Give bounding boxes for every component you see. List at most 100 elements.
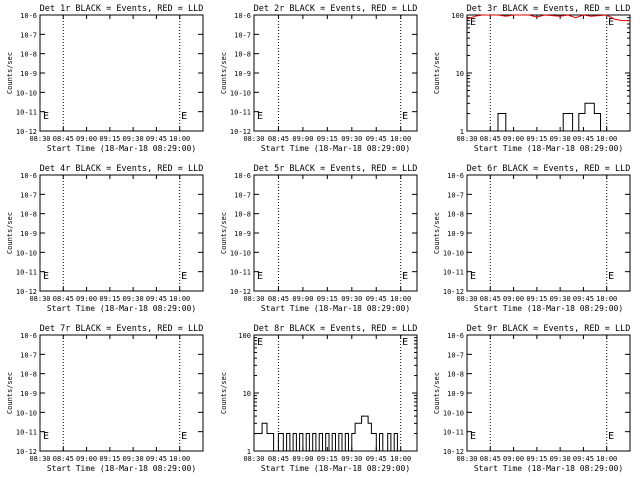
y-tick-label: 10-6 — [234, 12, 251, 20]
x-tick-label: 08:30 — [29, 455, 50, 463]
x-tick-label: 09:00 — [503, 135, 524, 143]
x-tick-label: 08:45 — [53, 295, 74, 303]
y-tick-label: 10-7 — [234, 31, 251, 39]
x-axis-label: Start Time (18-Mar-18 08:29:00) — [474, 304, 623, 313]
y-tick-label: 10-9 — [447, 390, 464, 398]
x-axis-label: Start Time (18-Mar-18 08:29:00) — [47, 144, 196, 153]
event-marker-label: E — [257, 111, 263, 122]
y-tick-label: 10-10 — [443, 249, 464, 257]
x-tick-label: 08:30 — [243, 295, 264, 303]
x-tick-label: 09:45 — [146, 455, 167, 463]
panel-title: Det 9r BLACK = Events, RED = LLD — [467, 324, 631, 334]
y-tick-label: 10-8 — [20, 51, 37, 59]
plot-frame — [39, 174, 204, 292]
y-tick-label: 10-11 — [230, 269, 251, 277]
y-axis-label: Counts/sec — [6, 52, 14, 94]
y-tick-label: 10-7 — [20, 351, 37, 359]
event-marker-label: E — [470, 271, 476, 282]
x-tick-label: 09:45 — [146, 295, 167, 303]
event-marker-label: E — [402, 337, 408, 348]
x-tick-label: 08:45 — [480, 455, 501, 463]
panel-title: Det 8r BLACK = Events, RED = LLD — [254, 324, 418, 334]
y-tick-label: 1 — [247, 448, 251, 456]
events-series — [254, 415, 398, 452]
y-tick-label: 100 — [238, 332, 251, 340]
x-tick-label: 08:30 — [456, 295, 477, 303]
y-tick-label: 10-6 — [447, 332, 464, 340]
y-tick-label: 10-12 — [230, 288, 251, 296]
y-tick-label: 100 — [451, 12, 464, 20]
panel-title: Det 6r BLACK = Events, RED = LLD — [467, 164, 631, 174]
y-tick-label: 10-10 — [230, 249, 251, 257]
event-marker-label: E — [257, 271, 263, 282]
y-tick-label: 10-6 — [20, 172, 37, 180]
x-tick-label: 09:15 — [526, 455, 547, 463]
x-tick-label: 08:45 — [268, 135, 289, 143]
x-tick-label: 09:30 — [550, 135, 571, 143]
y-tick-label: 10-7 — [234, 191, 251, 199]
x-tick-label: 09:45 — [573, 295, 594, 303]
y-tick-label: 10-11 — [443, 429, 464, 437]
event-marker-label: E — [470, 17, 476, 28]
plot-frame — [39, 334, 204, 452]
panel-title: Det 2r BLACK = Events, RED = LLD — [254, 4, 418, 14]
x-tick-label: 09:15 — [526, 295, 547, 303]
plot-frame — [39, 14, 204, 132]
x-tick-label: 09:00 — [292, 295, 313, 303]
y-tick-label: 10-6 — [20, 12, 37, 20]
y-tick-label: 10-11 — [16, 109, 37, 117]
y-tick-label: 10-11 — [16, 429, 37, 437]
detector-panel: Det 2r BLACK = Events, RED = LLD Counts/s… — [220, 4, 418, 153]
y-tick-label: 10 — [243, 390, 251, 398]
x-tick-label: 10:00 — [390, 455, 411, 463]
x-tick-label: 09:15 — [317, 455, 338, 463]
event-marker-label: E — [608, 431, 614, 442]
x-tick-label: 09:30 — [550, 455, 571, 463]
x-tick-label: 08:30 — [29, 295, 50, 303]
x-tick-label: 09:00 — [503, 455, 524, 463]
event-marker-label: E — [43, 431, 49, 442]
x-tick-label: 08:45 — [53, 455, 74, 463]
x-tick-label: 09:00 — [503, 295, 524, 303]
x-axis-label: Start Time (18-Mar-18 08:29:00) — [261, 304, 410, 313]
y-tick-label: 10-10 — [443, 409, 464, 417]
x-tick-label: 08:45 — [480, 295, 501, 303]
y-tick-label: 10-12 — [443, 448, 464, 456]
event-marker-label: E — [608, 17, 614, 28]
y-tick-label: 10-12 — [16, 128, 37, 136]
plot-frame — [466, 14, 631, 132]
y-tick-label: 10-8 — [447, 371, 464, 379]
x-tick-label: 09:15 — [526, 135, 547, 143]
y-tick-label: 10-10 — [16, 89, 37, 97]
x-tick-label: 09:00 — [292, 135, 313, 143]
y-tick-label: 10-11 — [16, 269, 37, 277]
y-tick-label: 10-12 — [443, 288, 464, 296]
x-tick-label: 08:30 — [243, 135, 264, 143]
x-tick-label: 09:30 — [550, 295, 571, 303]
x-tick-label: 09:30 — [341, 295, 362, 303]
y-tick-label: 10-12 — [16, 288, 37, 296]
x-tick-label: 09:00 — [76, 135, 97, 143]
y-tick-label: 10-6 — [447, 172, 464, 180]
event-marker-label: E — [402, 111, 408, 122]
x-tick-label: 08:30 — [243, 455, 264, 463]
x-tick-label: 09:45 — [366, 295, 387, 303]
x-tick-label: 10:00 — [169, 295, 190, 303]
y-tick-label: 10-12 — [16, 448, 37, 456]
panel-title: Det 7r BLACK = Events, RED = LLD — [40, 324, 204, 334]
x-tick-label: 09:00 — [76, 455, 97, 463]
events-series — [490, 102, 630, 132]
detector-panel: Det 8r BLACK = Events, RED = LLD Counts/s… — [220, 324, 418, 473]
event-marker-label: E — [402, 271, 408, 282]
x-tick-label: 08:30 — [29, 135, 50, 143]
event-marker-label: E — [181, 271, 187, 282]
x-tick-label: 10:00 — [169, 135, 190, 143]
x-tick-label: 09:00 — [76, 295, 97, 303]
x-tick-label: 09:45 — [146, 135, 167, 143]
y-tick-label: 10-8 — [20, 211, 37, 219]
y-tick-label: 10-6 — [20, 332, 37, 340]
x-axis-label: Start Time (18-Mar-18 08:29:00) — [261, 144, 410, 153]
y-tick-label: 10-7 — [447, 351, 464, 359]
y-tick-label: 10-8 — [234, 211, 251, 219]
